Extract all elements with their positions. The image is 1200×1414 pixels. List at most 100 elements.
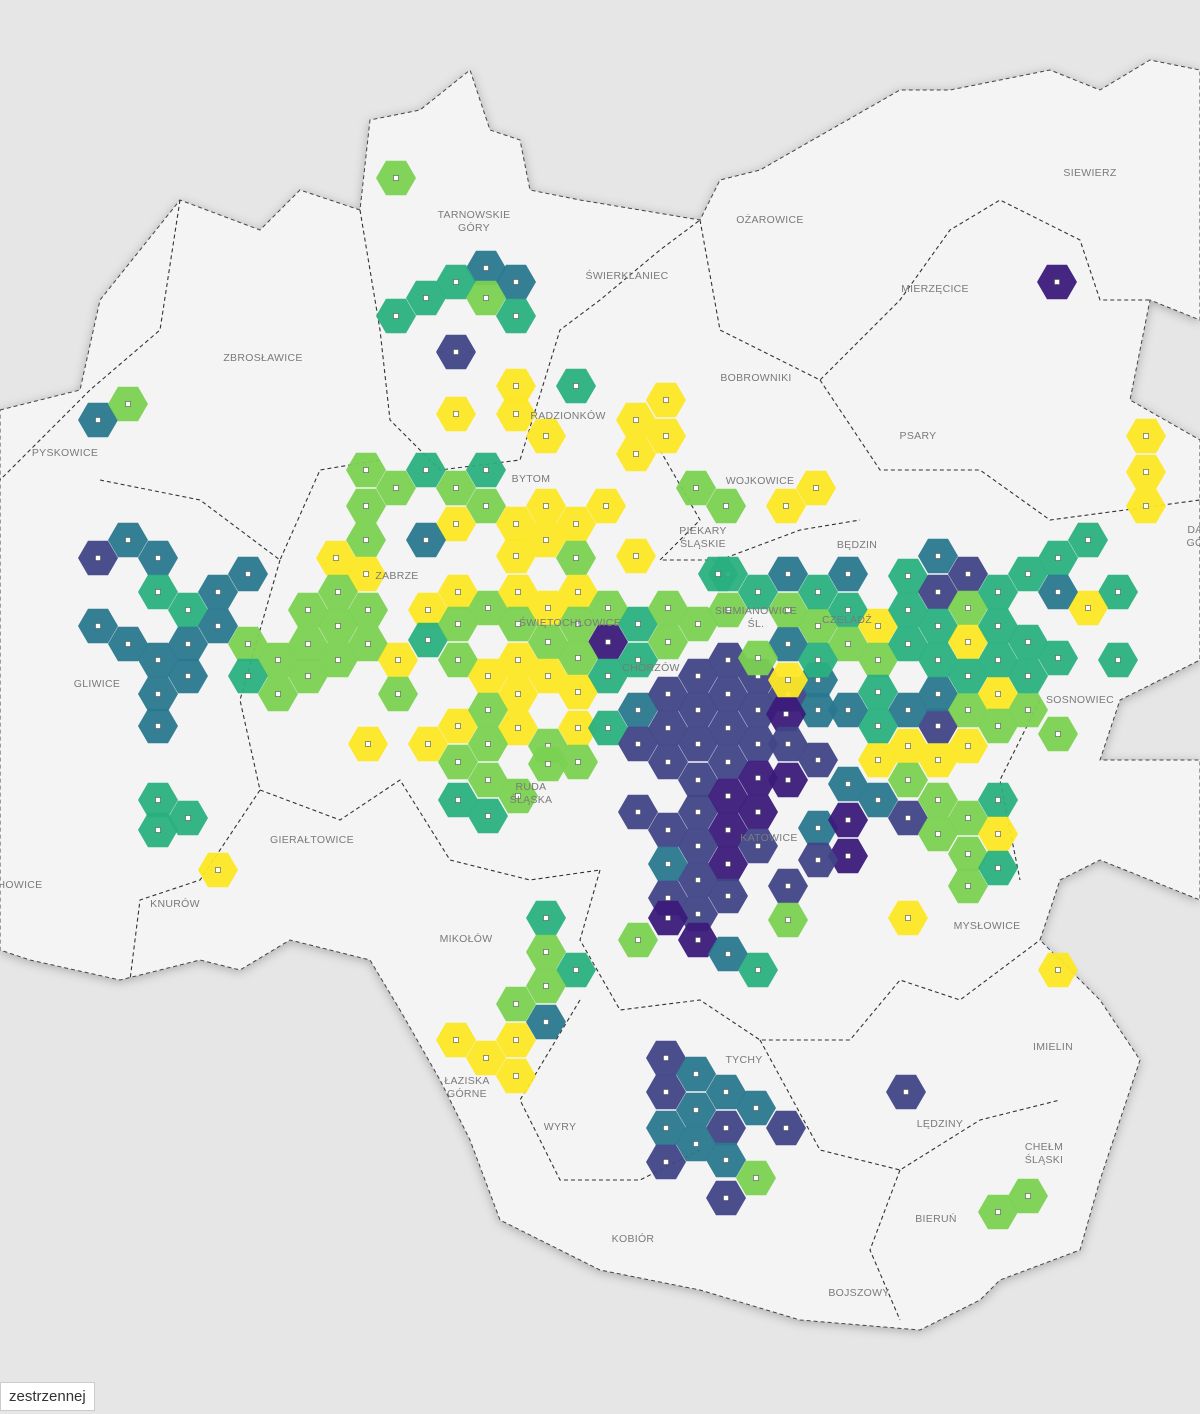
- cell-centroid: [695, 621, 701, 627]
- cell-centroid: [845, 607, 851, 613]
- cell-centroid: [423, 537, 429, 543]
- cell-centroid: [665, 915, 671, 921]
- cell-centroid: [185, 607, 191, 613]
- place-label: BIERUŃ: [915, 1212, 956, 1225]
- cell-centroid: [663, 1125, 669, 1131]
- cell-centroid: [693, 1141, 699, 1147]
- cell-centroid: [715, 571, 721, 577]
- cell-centroid: [365, 607, 371, 613]
- cell-centroid: [335, 623, 341, 629]
- cell-centroid: [695, 673, 701, 679]
- cell-centroid: [785, 917, 791, 923]
- cell-centroid: [155, 555, 161, 561]
- place-label: GLIWICE: [74, 678, 120, 690]
- place-label: BOBROWNIKI: [720, 372, 791, 384]
- place-label: ŚLĄSKIE: [680, 537, 726, 550]
- cell-centroid: [1143, 433, 1149, 439]
- cell-centroid: [785, 777, 791, 783]
- cell-centroid: [365, 641, 371, 647]
- cell-centroid: [543, 503, 549, 509]
- place-label: ŚWIERKLANIEC: [586, 269, 669, 282]
- place-label: GÓRY: [458, 221, 490, 234]
- cell-centroid: [875, 689, 881, 695]
- cell-centroid: [845, 571, 851, 577]
- cell-centroid: [785, 607, 791, 613]
- cell-centroid: [905, 815, 911, 821]
- cell-centroid: [935, 723, 941, 729]
- cell-centroid: [995, 657, 1001, 663]
- cell-centroid: [453, 1037, 459, 1043]
- cell-centroid: [185, 815, 191, 821]
- cell-centroid: [995, 831, 1001, 837]
- cell-centroid: [935, 797, 941, 803]
- region: [0, 59, 1200, 1331]
- cell-centroid: [845, 707, 851, 713]
- cell-centroid: [453, 349, 459, 355]
- cell-centroid: [755, 655, 761, 661]
- cell-centroid: [995, 589, 1001, 595]
- place-label: SOSNOWIEC: [1046, 694, 1114, 706]
- cell-centroid: [875, 623, 881, 629]
- cell-centroid: [483, 467, 489, 473]
- cell-centroid: [1143, 469, 1149, 475]
- cell-centroid: [905, 607, 911, 613]
- cell-centroid: [575, 689, 581, 695]
- cell-centroid: [95, 555, 101, 561]
- cell-centroid: [633, 417, 639, 423]
- cell-centroid: [725, 725, 731, 731]
- cell-centroid: [693, 485, 699, 491]
- place-label: GÓRNE: [447, 1087, 487, 1100]
- cell-centroid: [965, 673, 971, 679]
- cell-centroid: [515, 621, 521, 627]
- cell-centroid: [155, 797, 161, 803]
- cell-centroid: [785, 677, 791, 683]
- place-label: SIEWIERZ: [1063, 167, 1116, 179]
- cell-centroid: [305, 641, 311, 647]
- cell-centroid: [783, 711, 789, 717]
- cell-centroid: [663, 1055, 669, 1061]
- cell-centroid: [935, 589, 941, 595]
- cell-centroid: [723, 1089, 729, 1095]
- place-label: GÓ: [1187, 536, 1200, 549]
- place-label: TARNOWSKIE: [438, 209, 511, 221]
- cell-centroid: [783, 1125, 789, 1131]
- cell-centroid: [785, 641, 791, 647]
- cell-centroid: [543, 433, 549, 439]
- cell-centroid: [725, 691, 731, 697]
- cell-centroid: [665, 895, 671, 901]
- place-label: GIERAŁTOWICE: [270, 834, 354, 846]
- place-label: LĘDZINY: [917, 1118, 963, 1130]
- place-label: HOWICE: [0, 879, 42, 891]
- cell-centroid: [393, 175, 399, 181]
- cell-centroid: [513, 383, 519, 389]
- cell-centroid: [483, 265, 489, 271]
- place-label: KATOWICE: [740, 832, 797, 844]
- cell-centroid: [573, 967, 579, 973]
- cell-centroid: [125, 401, 131, 407]
- cell-centroid: [393, 485, 399, 491]
- cell-centroid: [485, 673, 491, 679]
- place-label: KNURÓW: [150, 897, 200, 910]
- place-label: PIEKARY: [679, 525, 726, 537]
- cell-centroid: [545, 639, 551, 645]
- cell-centroid: [335, 657, 341, 663]
- cell-centroid: [663, 1159, 669, 1165]
- cell-centroid: [635, 657, 641, 663]
- cell-centroid: [815, 707, 821, 713]
- cell-centroid: [245, 641, 251, 647]
- cell-centroid: [725, 861, 731, 867]
- cell-centroid: [605, 725, 611, 731]
- attribution-note: zestrzennej: [0, 1382, 95, 1411]
- cell-centroid: [455, 657, 461, 663]
- cell-centroid: [723, 1195, 729, 1201]
- cell-centroid: [965, 883, 971, 889]
- cell-centroid: [723, 1125, 729, 1131]
- cell-centroid: [785, 741, 791, 747]
- cell-centroid: [515, 589, 521, 595]
- cell-centroid: [1025, 571, 1031, 577]
- cell-centroid: [455, 759, 461, 765]
- cell-centroid: [155, 827, 161, 833]
- cell-centroid: [755, 741, 761, 747]
- cell-centroid: [785, 883, 791, 889]
- cell-centroid: [725, 827, 731, 833]
